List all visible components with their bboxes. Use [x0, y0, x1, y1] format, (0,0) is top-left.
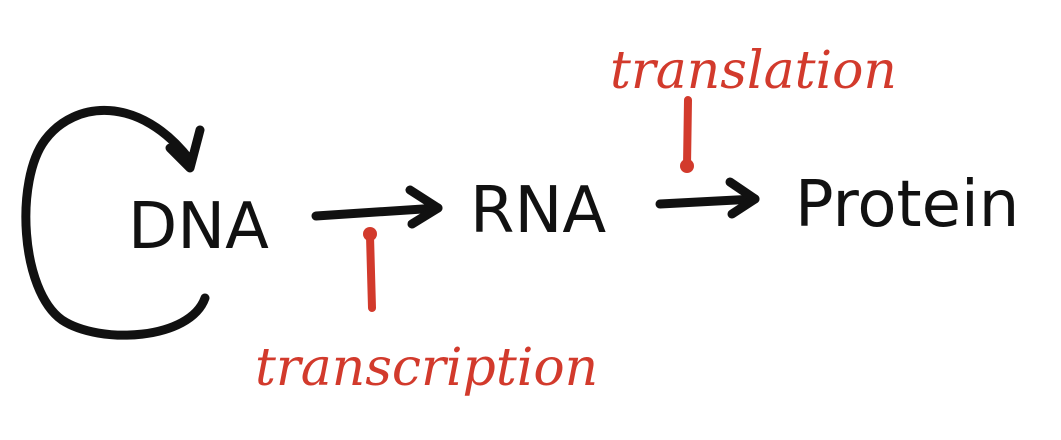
- label-transcription: transcription: [255, 338, 598, 398]
- translation-marker-line: [683, 96, 692, 170]
- node-rna: RNA: [470, 174, 606, 248]
- label-translation: translation: [610, 41, 897, 101]
- arrowhead-dna-to-rna-icon: [405, 185, 443, 229]
- replication-loop-arrow: [21, 105, 210, 340]
- arrow-dna-to-rna: [311, 203, 443, 221]
- node-protein: Protein: [795, 168, 1019, 242]
- arrowhead-rna-to-protein-icon: [725, 177, 760, 219]
- replication-arrowhead-icon: [165, 125, 205, 173]
- arrow-rna-to-protein: [655, 194, 760, 209]
- node-dna: DNA: [128, 190, 269, 264]
- transcription-marker-line: [366, 232, 376, 312]
